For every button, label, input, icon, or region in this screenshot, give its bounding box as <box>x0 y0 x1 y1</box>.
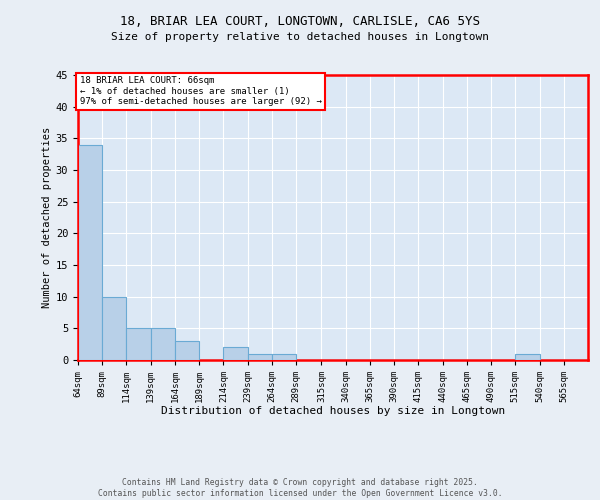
Text: Size of property relative to detached houses in Longtown: Size of property relative to detached ho… <box>111 32 489 42</box>
Bar <box>78 144 102 360</box>
Bar <box>175 341 199 360</box>
Bar <box>127 328 151 360</box>
Text: 18 BRIAR LEA COURT: 66sqm
← 1% of detached houses are smaller (1)
97% of semi-de: 18 BRIAR LEA COURT: 66sqm ← 1% of detach… <box>80 76 322 106</box>
Y-axis label: Number of detached properties: Number of detached properties <box>41 127 52 308</box>
Bar <box>102 296 127 360</box>
Bar <box>272 354 296 360</box>
Text: Contains HM Land Registry data © Crown copyright and database right 2025.
Contai: Contains HM Land Registry data © Crown c… <box>98 478 502 498</box>
X-axis label: Distribution of detached houses by size in Longtown: Distribution of detached houses by size … <box>161 406 505 416</box>
Bar <box>151 328 175 360</box>
Bar <box>248 354 272 360</box>
Text: 18, BRIAR LEA COURT, LONGTOWN, CARLISLE, CA6 5YS: 18, BRIAR LEA COURT, LONGTOWN, CARLISLE,… <box>120 15 480 28</box>
Bar <box>515 354 539 360</box>
Bar <box>223 348 248 360</box>
